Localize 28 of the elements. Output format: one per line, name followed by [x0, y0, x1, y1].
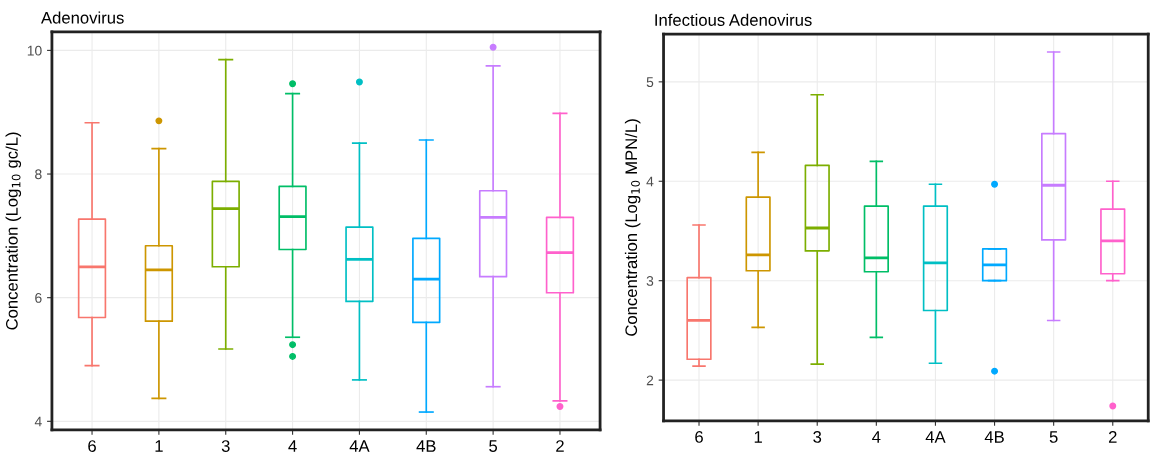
y-tick-label: 10: [27, 45, 42, 56]
y-tick-label: 6: [35, 293, 42, 303]
x-tick-label: 2: [556, 440, 564, 452]
y-tick-label: 4: [34, 416, 42, 427]
x-tick-label: 6: [88, 440, 96, 452]
x-tick-label: 4: [288, 440, 297, 452]
x-tick-label: 4A: [925, 431, 946, 443]
x-tick-label: 6: [695, 431, 703, 443]
x-tick-label: 3: [813, 431, 822, 443]
chart-title: Infectious Adenovirus: [655, 13, 812, 26]
y-tick-label: 4: [646, 176, 654, 187]
x-tick-label: 4: [872, 431, 881, 443]
y-axis-title: Concentration (Log$_{10}$ MPN/L): [624, 119, 641, 336]
x-tick-label: 1: [754, 431, 762, 443]
x-tick-label: 4B: [984, 431, 1004, 443]
x-tick-label: 4A: [349, 440, 370, 452]
y-axis-title: Concentration (Log$_{10}$ gc/L): [5, 132, 22, 330]
x-tick-label: 1: [155, 440, 163, 452]
x-tick-label: 2: [1108, 431, 1117, 443]
y-tick-label: 2: [646, 375, 654, 386]
x-tick-label: 3: [221, 440, 230, 452]
chart-title: Adenovirus: [41, 11, 124, 24]
x-tick-label: 5: [1049, 431, 1058, 443]
x-tick-label: 5: [489, 440, 498, 452]
x-tick-label: 4B: [416, 440, 436, 452]
y-tick-label: 8: [35, 169, 42, 180]
y-tick-label: 3: [646, 276, 654, 286]
y-tick-label: 5: [646, 77, 654, 88]
